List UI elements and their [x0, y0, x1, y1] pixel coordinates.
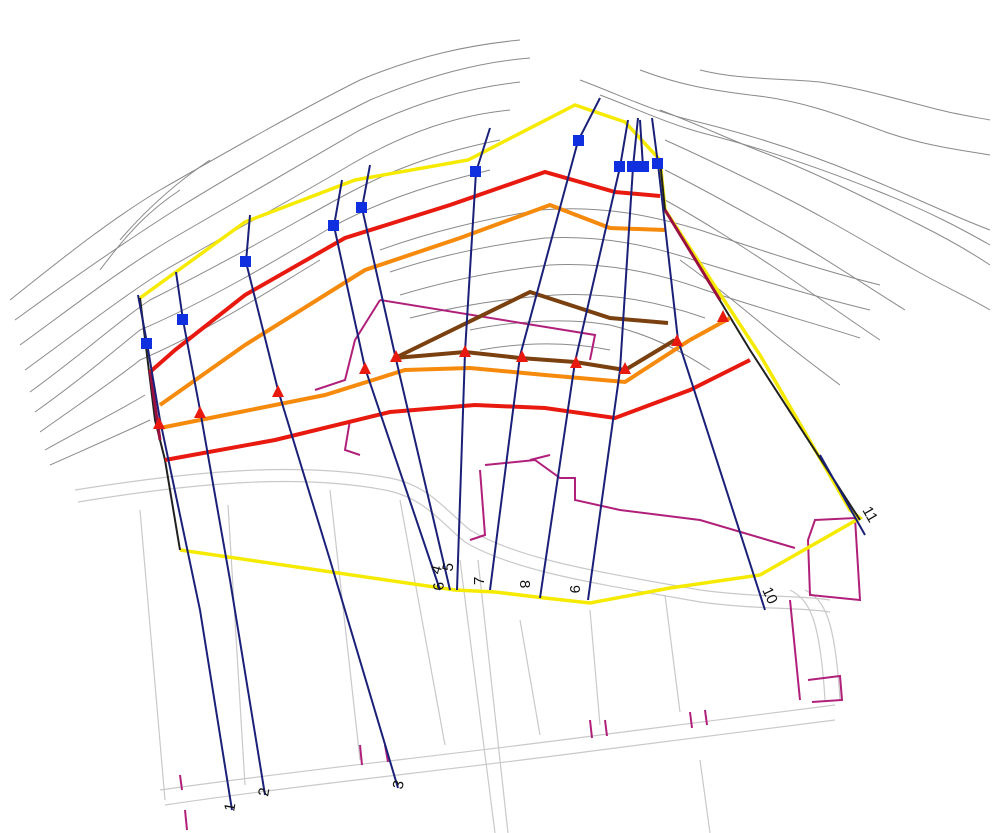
section-line-2 [175, 271, 266, 796]
section-lines [137, 97, 866, 811]
section-line-5 [360, 164, 451, 591]
square-marker-icon [652, 158, 663, 169]
section-label-11: 11 [859, 504, 882, 526]
triangle-marker-icon [619, 362, 631, 374]
section-label-9: 9 [566, 585, 583, 593]
section-label-6: 6 [430, 581, 448, 591]
section-line-9a [539, 119, 629, 599]
triangle-markers [153, 310, 729, 429]
section-line-4 [332, 179, 441, 591]
square-markers [141, 135, 663, 349]
section-line-9b [587, 117, 639, 601]
red-lines [148, 169, 751, 462]
section-labels: 1 2 3 4 5 6 7 8 9 10 11 [221, 504, 881, 813]
square-marker-icon [614, 161, 625, 172]
square-marker-icon [177, 314, 188, 325]
triangle-marker-icon [390, 350, 402, 362]
section-label-3: 3 [389, 779, 408, 791]
square-marker-icon [627, 161, 638, 172]
section-label-5: 5 [439, 561, 457, 573]
triangle-marker-icon [570, 356, 582, 368]
section-line-6 [456, 127, 491, 591]
section-label-8: 8 [516, 580, 533, 588]
triangle-marker-icon [717, 310, 729, 322]
square-marker-icon [470, 166, 481, 177]
square-marker-icon [356, 202, 367, 213]
triangle-marker-icon [359, 362, 371, 374]
triangle-marker-icon [459, 345, 471, 357]
section-line-11 [819, 454, 866, 536]
yellow-boundary [138, 103, 864, 605]
square-marker-icon [141, 338, 152, 349]
section-line-8 [489, 97, 601, 591]
section-label-1: 1 [221, 802, 239, 813]
square-marker-icon [240, 256, 251, 267]
triangle-marker-icon [516, 350, 528, 362]
triangle-marker-icon [671, 334, 683, 346]
road-network [74, 468, 841, 833]
parcel-outlines [179, 299, 862, 831]
orange-lines [158, 202, 731, 430]
section-label-2: 2 [255, 787, 273, 798]
triangle-marker-icon [272, 385, 284, 397]
triangle-marker-icon [153, 417, 165, 429]
section-label-7: 7 [471, 577, 488, 585]
section-line-10 [651, 117, 766, 611]
section-line-3 [244, 214, 399, 789]
square-marker-icon [328, 220, 339, 231]
brown-lines [394, 289, 677, 373]
section-label-10: 10 [758, 585, 780, 607]
section-line-1 [137, 294, 233, 811]
triangle-marker-icon [194, 406, 206, 418]
square-marker-icon [573, 135, 584, 146]
square-marker-icon [638, 161, 649, 172]
